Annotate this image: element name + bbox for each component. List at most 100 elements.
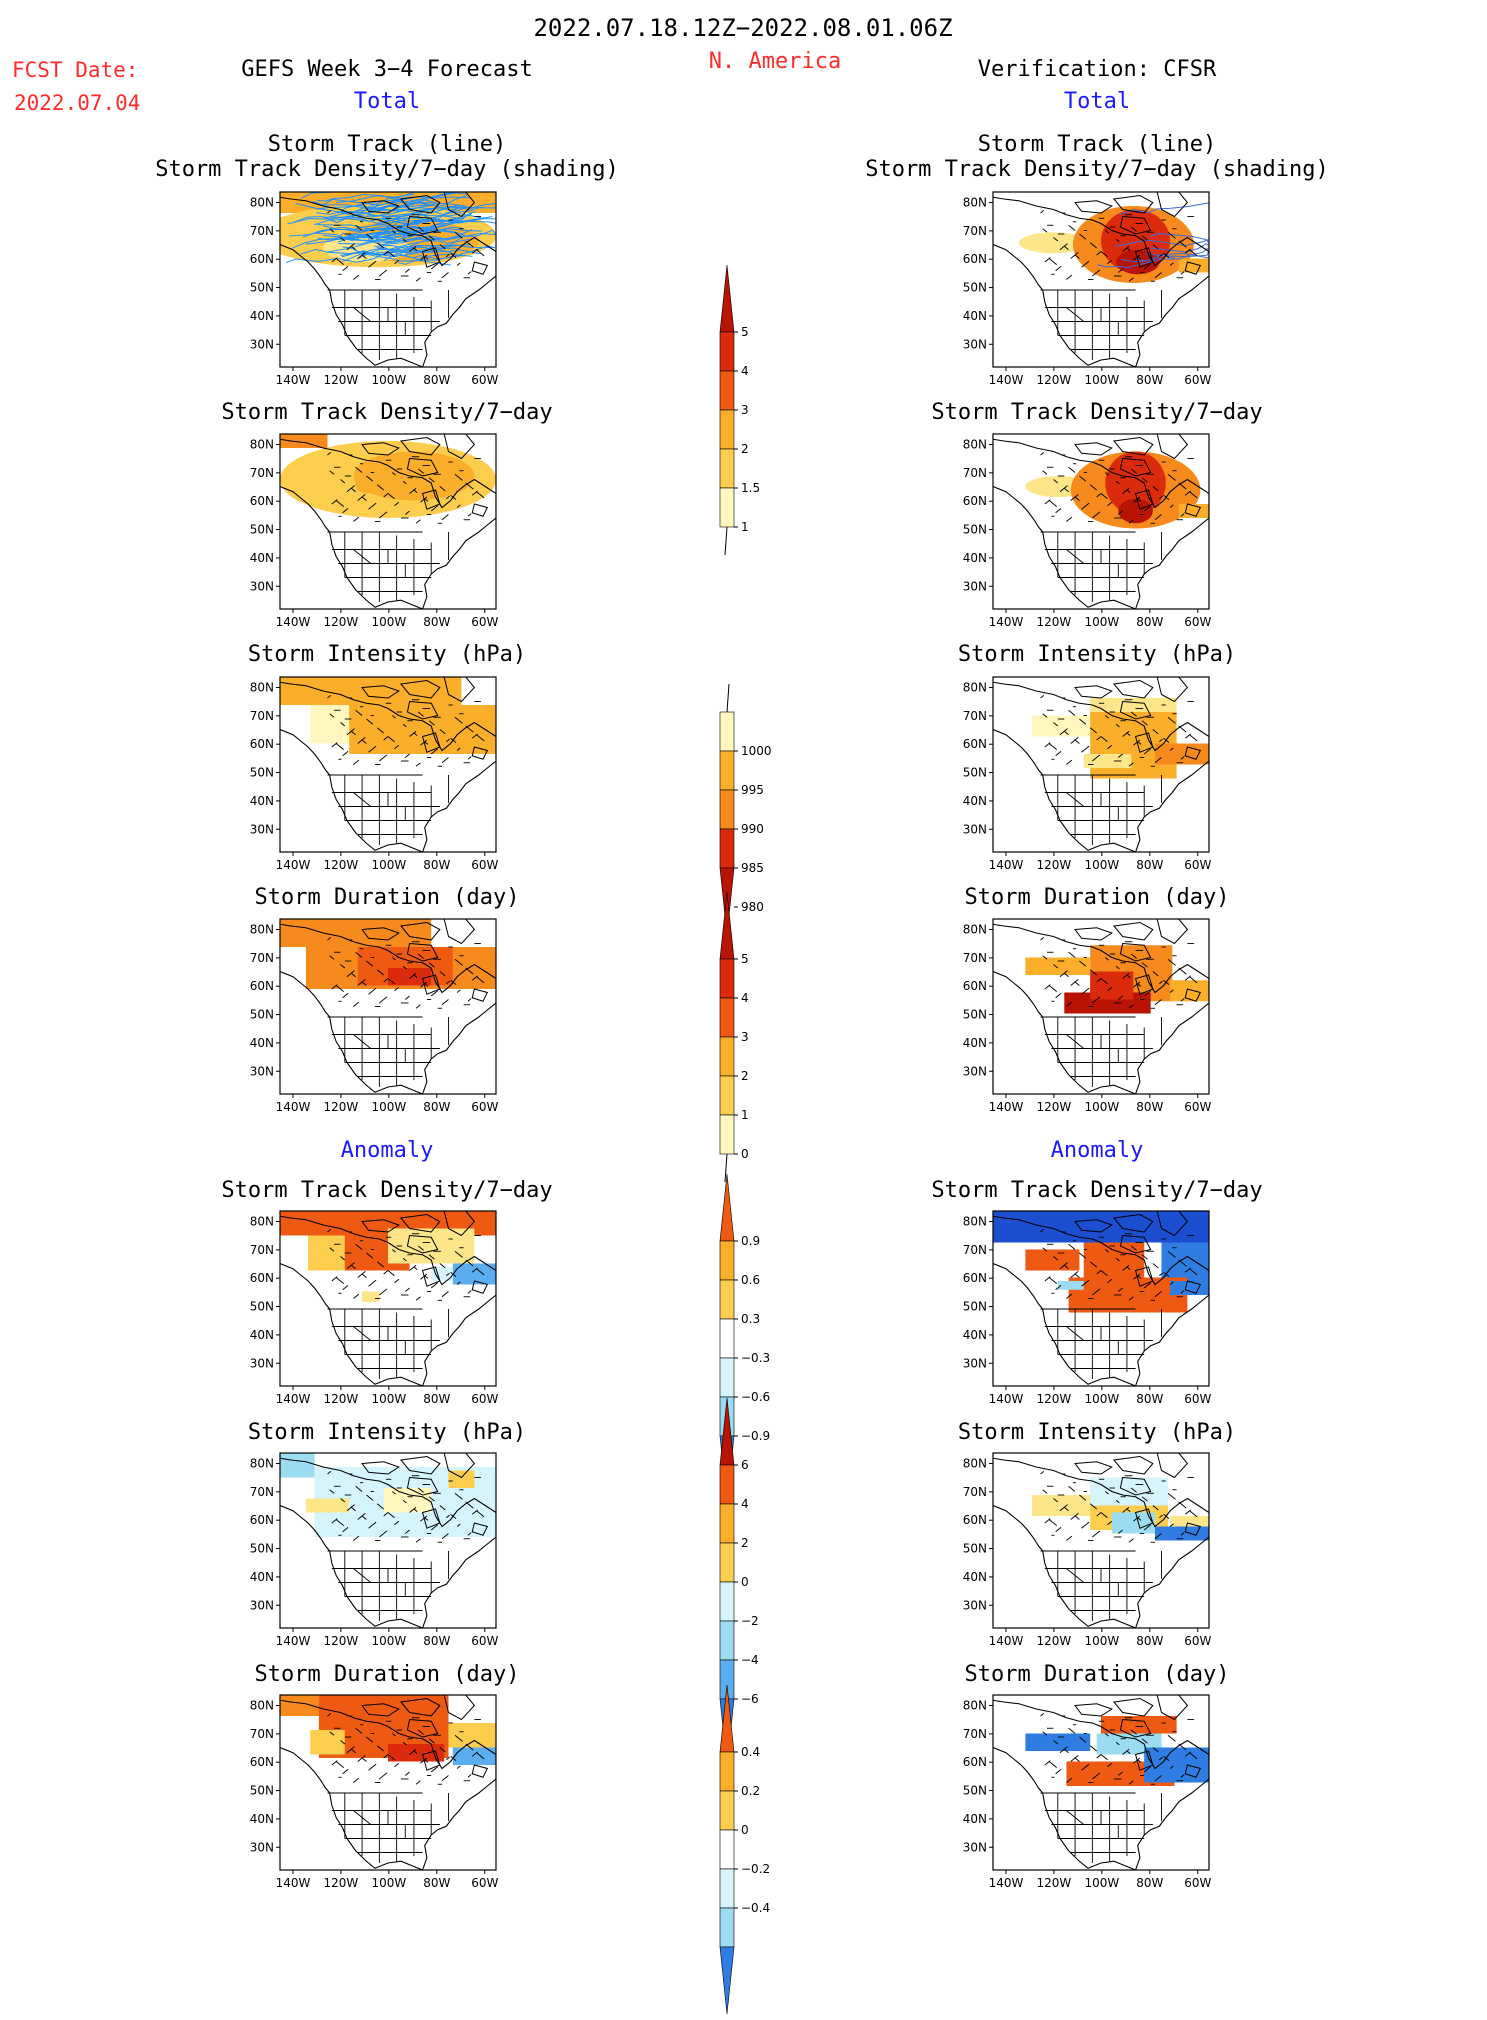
- lon-tick-label: 120W: [324, 1100, 359, 1114]
- lat-tick-label: 50N: [250, 523, 274, 537]
- panel-title: Storm Intensity (hPa): [957, 1420, 1237, 1445]
- colorbar-tick-label: 0.2: [741, 1784, 760, 1798]
- lat-tick-label: 60N: [250, 494, 274, 508]
- lon-tick-label: 140W: [276, 1876, 311, 1890]
- lat-tick-label: 30N: [250, 822, 274, 836]
- colorbar-tick-label: 0: [741, 1823, 749, 1837]
- lon-tick-label: 60W: [471, 1634, 498, 1648]
- colorbar-tick-label: 2: [741, 1069, 749, 1083]
- lat-tick-label: 80N: [963, 438, 987, 452]
- colorbar-tick-label: 1: [741, 1108, 749, 1122]
- lat-tick-label: 30N: [250, 337, 274, 351]
- lat-tick-label: 50N: [963, 1542, 987, 1556]
- region-title: N. America: [708, 49, 842, 74]
- lat-tick-label: 50N: [963, 766, 987, 780]
- lat-tick-label: 30N: [963, 1598, 987, 1612]
- lat-tick-label: 70N: [963, 1485, 987, 1499]
- colorbar-tick-label: 990: [741, 822, 764, 836]
- lon-tick-label: 60W: [1184, 1100, 1211, 1114]
- lat-tick-label: 50N: [963, 1784, 987, 1798]
- panel-title: Storm Intensity (hPa): [247, 642, 527, 667]
- lat-tick-label: 40N: [963, 1570, 987, 1584]
- lon-tick-label: 80W: [1136, 1634, 1163, 1648]
- lat-tick-label: 40N: [963, 1812, 987, 1826]
- lat-tick-label: 60N: [250, 737, 274, 751]
- lat-tick-label: 40N: [963, 794, 987, 808]
- colorbar-tick-label: 4: [741, 364, 749, 378]
- colorbar-tick-label: −0.9: [741, 1429, 770, 1443]
- duration-colorbar: 5 4 3 2 1 0: [719, 890, 800, 1188]
- lon-tick-label: 60W: [471, 1876, 498, 1890]
- lon-tick-label: 60W: [1184, 1392, 1211, 1406]
- lon-tick-label: 100W: [371, 615, 406, 629]
- lat-tick-label: 30N: [963, 1064, 987, 1078]
- lon-tick-label: 80W: [1136, 858, 1163, 872]
- density-colorbar: 5 4 3 2 1.5 1: [719, 263, 800, 561]
- lat-tick-label: 60N: [250, 1755, 274, 1769]
- lon-tick-label: 60W: [471, 615, 498, 629]
- lon-tick-label: 80W: [1136, 1876, 1163, 1890]
- lat-tick-label: 40N: [250, 1570, 274, 1584]
- lat-tick-label: 50N: [250, 1300, 274, 1314]
- lon-tick-label: 120W: [1037, 1876, 1072, 1890]
- lon-tick-label: 80W: [423, 1876, 450, 1890]
- lat-tick-label: 30N: [963, 337, 987, 351]
- right-total-label: Total: [1063, 89, 1131, 114]
- lat-tick-label: 50N: [963, 523, 987, 537]
- lat-tick-label: 40N: [250, 1812, 274, 1826]
- lon-tick-label: 100W: [1084, 373, 1119, 387]
- lon-tick-label: 100W: [1084, 615, 1119, 629]
- lon-tick-label: 60W: [471, 858, 498, 872]
- lat-tick-label: 80N: [963, 1215, 987, 1229]
- lat-tick-label: 40N: [250, 1328, 274, 1342]
- colorbar-tick-label: 980: [741, 900, 764, 914]
- lat-tick-label: 50N: [250, 281, 274, 295]
- colorbar-tick-label: 1: [741, 520, 749, 534]
- colorbar-tick-label: 0.9: [741, 1234, 760, 1248]
- panel-title: Storm Duration (day): [254, 885, 520, 910]
- lon-tick-label: 100W: [1084, 1100, 1119, 1114]
- lat-tick-label: 30N: [250, 1064, 274, 1078]
- forecast-map-panel-5: 80N 70N 60N 50N 40N 30N 140W 120W 100W 80W 60W: [238, 1207, 506, 1410]
- lat-tick-label: 60N: [963, 1513, 987, 1527]
- colorbar-tick-label: −6: [741, 1692, 759, 1706]
- right-column-title: Verification: CFSR: [977, 57, 1217, 82]
- lon-tick-label: 80W: [1136, 1100, 1163, 1114]
- lat-tick-label: 30N: [963, 1840, 987, 1854]
- lat-tick-label: 70N: [250, 1727, 274, 1741]
- lon-tick-label: 60W: [1184, 858, 1211, 872]
- lon-tick-label: 140W: [989, 373, 1024, 387]
- colorbar-tick-label: 4: [741, 991, 749, 1005]
- lat-tick-label: 60N: [250, 252, 274, 266]
- lat-tick-label: 50N: [250, 1784, 274, 1798]
- colorbar-tick-label: 0: [741, 1147, 749, 1161]
- panel-title: Storm Track Density/7−day: [221, 400, 553, 425]
- lon-tick-label: 80W: [423, 1634, 450, 1648]
- lat-tick-label: 30N: [250, 1356, 274, 1370]
- forecast-map-panel-4: 80N 70N 60N 50N 40N 30N 140W 120W 100W 80W 60W: [238, 915, 506, 1118]
- lon-tick-label: 140W: [276, 1634, 311, 1648]
- lat-tick-label: 30N: [963, 1356, 987, 1370]
- colorbar-tick-label: 1.5: [741, 481, 760, 495]
- lat-tick-label: 40N: [250, 551, 274, 565]
- lon-tick-label: 140W: [989, 858, 1024, 872]
- lat-tick-label: 30N: [250, 1840, 274, 1854]
- panel-title: Storm Duration (day): [254, 1662, 520, 1687]
- lat-tick-label: 80N: [250, 1699, 274, 1713]
- colorbar-tick-label: 3: [741, 1030, 749, 1044]
- panel-title: Storm Track Density/7−day (shading): [865, 157, 1329, 182]
- lon-tick-label: 120W: [324, 615, 359, 629]
- colorbar-tick-label: 0: [741, 1575, 749, 1589]
- lat-tick-label: 80N: [250, 681, 274, 695]
- colorbar-tick-label: 5: [741, 325, 749, 339]
- lat-tick-label: 80N: [963, 1457, 987, 1471]
- lat-tick-label: 60N: [963, 1755, 987, 1769]
- colorbar-tick-label: 0.4: [741, 1745, 760, 1759]
- lat-tick-label: 70N: [250, 951, 274, 965]
- panel-title: Storm Intensity (hPa): [247, 1420, 527, 1445]
- lat-tick-label: 40N: [963, 1328, 987, 1342]
- lat-tick-label: 70N: [963, 1727, 987, 1741]
- lon-tick-label: 120W: [324, 1876, 359, 1890]
- lon-tick-label: 100W: [1084, 858, 1119, 872]
- forecast-map-panel-7: 80N 70N 60N 50N 40N 30N 140W 120W 100W 80W 60W: [238, 1691, 506, 1894]
